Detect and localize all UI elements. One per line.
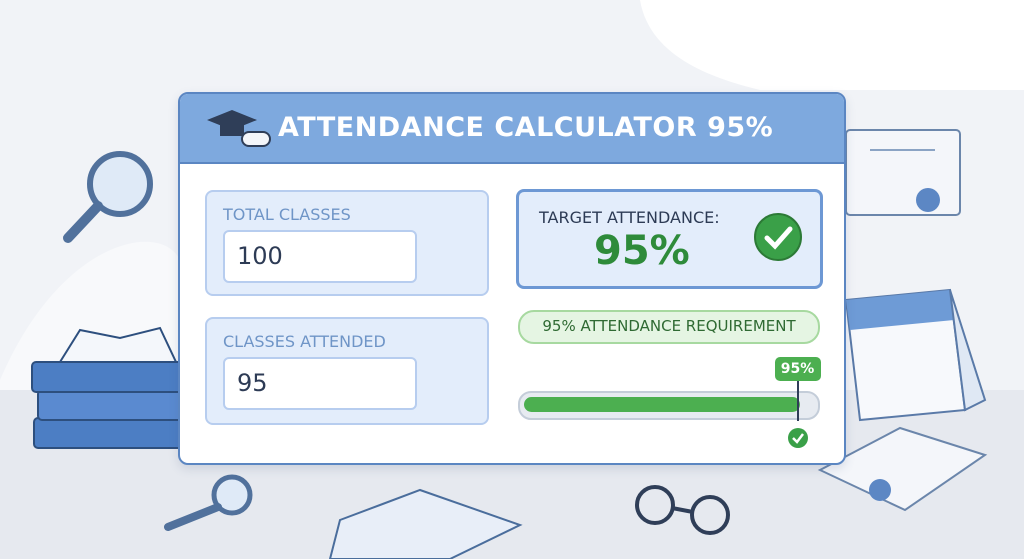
classes-attended-panel: CLASSES ATTENDED 95 (205, 317, 489, 425)
target-label: TARGET ATTENDANCE: (539, 208, 720, 227)
progress-marker (796, 381, 799, 421)
title: ATTENDANCE CALCULATOR 95% (278, 112, 774, 143)
marker-check (787, 428, 808, 448)
total-classes-input[interactable]: 100 (223, 230, 417, 283)
field-label: TOTAL CLASSES (223, 205, 351, 224)
field-label: CLASSES ATTENDED (223, 332, 386, 351)
header: ATTENDANCE CALCULATOR 95% (180, 94, 844, 164)
target-box: TARGET ATTENDANCE: 95% (516, 189, 823, 289)
target-value: 95% (594, 228, 690, 274)
total-classes-panel: TOTAL CLASSES 100 (205, 190, 489, 296)
progress-marker-label: 95% (774, 357, 821, 381)
classes-attended-input[interactable]: 95 (223, 357, 417, 410)
check-icon (754, 213, 802, 261)
progress-fill (524, 397, 800, 412)
calculator-card: ATTENDANCE CALCULATOR 95% TOTAL CLASSES … (178, 92, 846, 465)
progress-track (518, 391, 820, 420)
graduation-icon (207, 110, 271, 147)
requirement-pill: 95% ATTENDANCE REQUIREMENT (518, 310, 820, 344)
